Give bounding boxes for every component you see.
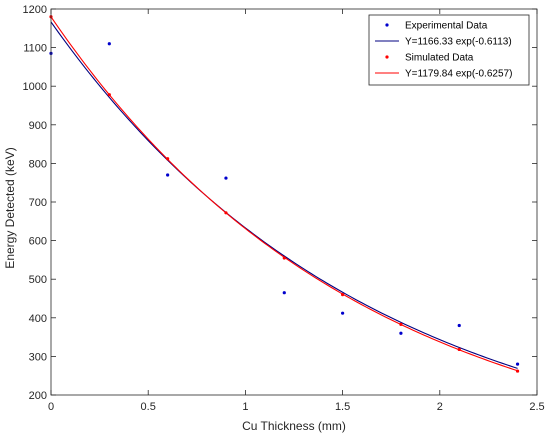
data-point-2-2 bbox=[166, 157, 170, 161]
y-tick-label: 800 bbox=[29, 158, 47, 170]
fit-line-1 bbox=[50, 21, 518, 369]
data-point-0-3 bbox=[224, 176, 228, 180]
axes: 0 0.5 1 1.5 2 2.5 200 300 400 500 600 700 800 900 1000… bbox=[23, 4, 545, 413]
x-axis-label: Cu Thickness (mm) bbox=[242, 419, 346, 433]
data-point-0-5 bbox=[341, 311, 345, 315]
x-tick-label: 1.5 bbox=[335, 401, 350, 413]
y-tick-label: 1000 bbox=[23, 81, 47, 93]
legend-label-0: Experimental Data bbox=[405, 21, 488, 32]
x-tick-label: 2 bbox=[437, 401, 443, 413]
legend-label-1: Y=1166.33 exp(-0.6113) bbox=[405, 37, 512, 48]
data-point-2-3 bbox=[224, 211, 228, 215]
x-tick-label: 1 bbox=[242, 401, 248, 413]
y-tick-label: 1100 bbox=[23, 43, 47, 55]
data-point-2-6 bbox=[399, 322, 403, 326]
y-tick-label: 600 bbox=[29, 236, 47, 248]
data-point-2-8 bbox=[515, 369, 520, 373]
y-tick-label: 1200 bbox=[23, 4, 47, 16]
y-tick-label: 700 bbox=[29, 197, 47, 209]
y-tick-label: 400 bbox=[29, 313, 47, 325]
legend: Experimental Data Y=1166.33 exp(-0.6113) S… bbox=[368, 14, 530, 86]
x-tick-label: 0 bbox=[48, 401, 54, 413]
y-tick-label: 200 bbox=[29, 390, 47, 402]
x-tick-label: 0.5 bbox=[141, 401, 156, 413]
data-point-0-7 bbox=[457, 323, 461, 328]
x-tick-label: 2.5 bbox=[529, 401, 544, 413]
legend-label-3: Y=1179.84 exp(-0.6257) bbox=[405, 69, 512, 80]
data-point-0-4 bbox=[282, 291, 286, 295]
legend-marker-2 bbox=[385, 55, 389, 59]
data-point-2-4 bbox=[282, 256, 286, 260]
legend-marker-0 bbox=[385, 23, 389, 27]
y-tick-label: 500 bbox=[29, 274, 47, 286]
data-point-0-1 bbox=[107, 42, 111, 46]
y-tick-label: 300 bbox=[29, 351, 47, 363]
data-point-0-2 bbox=[166, 173, 170, 177]
legend-label-2: Simulated Data bbox=[405, 53, 474, 64]
data-point-0-8 bbox=[515, 362, 520, 366]
y-tick-label: 900 bbox=[29, 120, 47, 132]
data-point-2-5 bbox=[341, 293, 345, 297]
y-axis-label: Energy Detected (keV) bbox=[3, 147, 17, 268]
data-point-2-1 bbox=[107, 93, 111, 97]
data-point-2-7 bbox=[457, 347, 461, 352]
data-point-0-6 bbox=[399, 331, 403, 335]
